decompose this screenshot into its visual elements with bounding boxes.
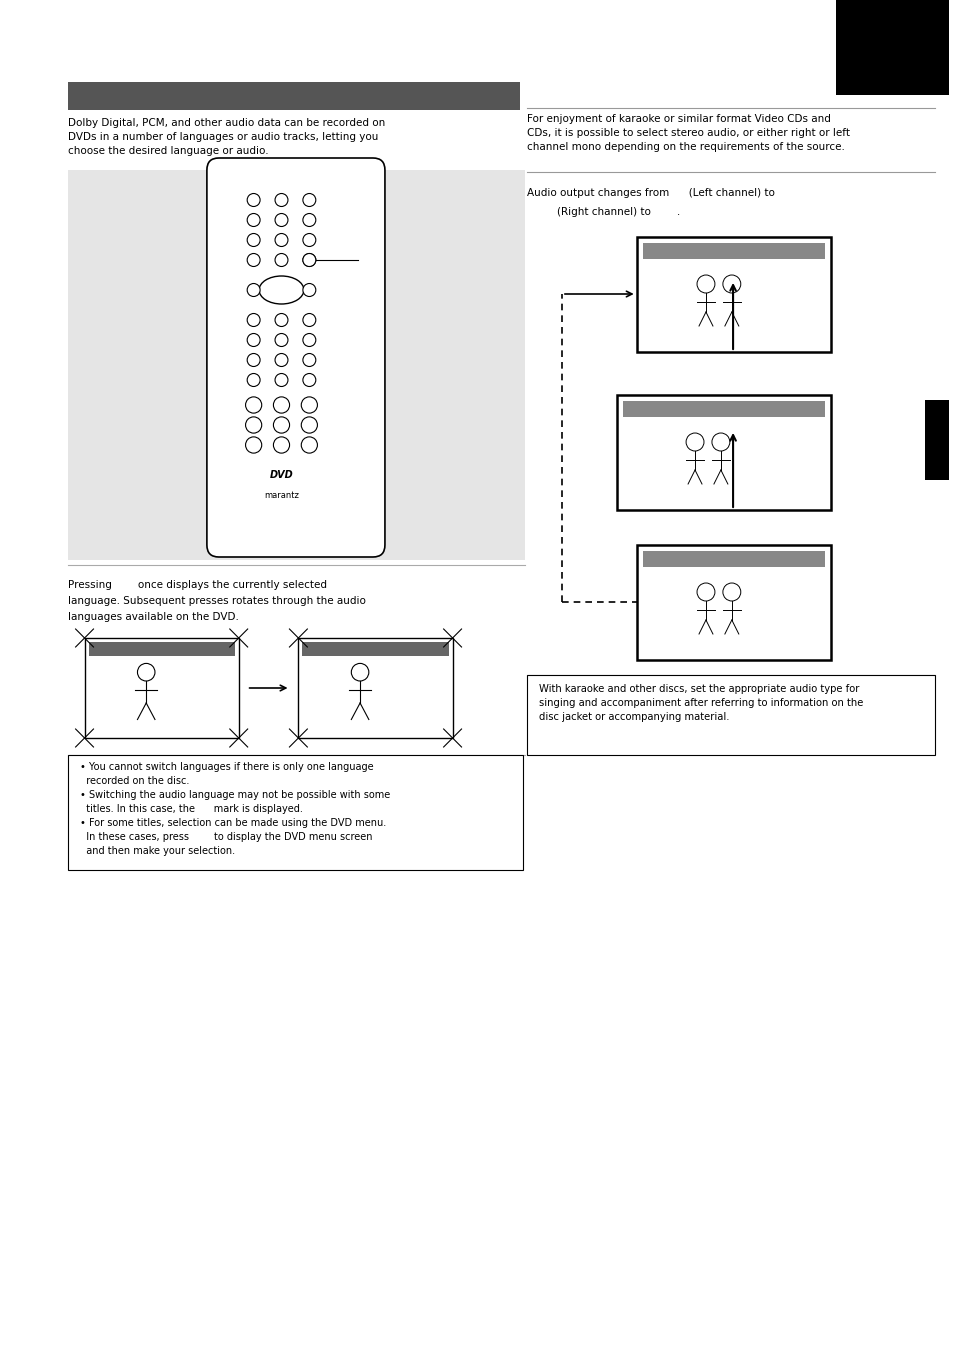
Bar bbox=[616, 394, 830, 509]
Circle shape bbox=[247, 373, 260, 386]
Circle shape bbox=[301, 397, 317, 413]
Bar bbox=[622, 401, 823, 417]
Circle shape bbox=[247, 284, 260, 296]
Bar bbox=[527, 676, 934, 755]
Circle shape bbox=[302, 373, 315, 386]
Text: Audio output changes from      (Left channel) to: Audio output changes from (Left channel)… bbox=[527, 188, 774, 199]
Circle shape bbox=[245, 417, 261, 434]
Circle shape bbox=[302, 334, 315, 346]
Circle shape bbox=[302, 354, 315, 366]
Circle shape bbox=[302, 234, 315, 246]
Circle shape bbox=[301, 436, 317, 453]
Circle shape bbox=[274, 254, 288, 266]
Text: marantz: marantz bbox=[264, 490, 298, 500]
Text: languages available on the DVD.: languages available on the DVD. bbox=[68, 612, 238, 621]
Bar bbox=[89, 642, 234, 657]
Circle shape bbox=[245, 397, 261, 413]
Text: • You cannot switch languages if there is only one language
  recorded on the di: • You cannot switch languages if there i… bbox=[79, 762, 390, 857]
Circle shape bbox=[274, 354, 288, 366]
Circle shape bbox=[247, 354, 260, 366]
Text: Dolby Digital, PCM, and other audio data can be recorded on
DVDs in a number of : Dolby Digital, PCM, and other audio data… bbox=[68, 118, 384, 155]
Bar bbox=[835, 0, 948, 95]
Circle shape bbox=[302, 313, 315, 327]
Circle shape bbox=[247, 254, 260, 266]
Bar bbox=[68, 82, 519, 109]
Circle shape bbox=[274, 373, 288, 386]
Circle shape bbox=[274, 313, 288, 327]
Text: (Right channel) to        .: (Right channel) to . bbox=[557, 207, 679, 218]
Bar bbox=[85, 638, 238, 738]
Ellipse shape bbox=[259, 276, 304, 304]
Circle shape bbox=[302, 193, 315, 207]
Circle shape bbox=[247, 193, 260, 207]
Circle shape bbox=[274, 417, 290, 434]
Bar bbox=[642, 551, 823, 567]
Text: Pressing        once displays the currently selected: Pressing once displays the currently sel… bbox=[68, 580, 326, 590]
Circle shape bbox=[301, 417, 317, 434]
Circle shape bbox=[274, 213, 288, 227]
Circle shape bbox=[247, 234, 260, 246]
Circle shape bbox=[274, 193, 288, 207]
Circle shape bbox=[274, 234, 288, 246]
Circle shape bbox=[245, 436, 261, 453]
Circle shape bbox=[247, 313, 260, 327]
Text: language. Subsequent presses rotates through the audio: language. Subsequent presses rotates thr… bbox=[68, 596, 365, 607]
Bar bbox=[636, 236, 830, 353]
Bar bbox=[636, 544, 830, 661]
Circle shape bbox=[274, 397, 290, 413]
Circle shape bbox=[247, 213, 260, 227]
Circle shape bbox=[274, 436, 290, 453]
Bar bbox=[642, 243, 823, 259]
Circle shape bbox=[302, 254, 315, 266]
Circle shape bbox=[302, 254, 315, 266]
Circle shape bbox=[302, 284, 315, 296]
FancyBboxPatch shape bbox=[207, 158, 385, 557]
Circle shape bbox=[274, 334, 288, 346]
Bar bbox=[924, 400, 948, 480]
Text: For enjoyment of karaoke or similar format Video CDs and
CDs, it is possible to : For enjoyment of karaoke or similar form… bbox=[527, 113, 849, 153]
Circle shape bbox=[302, 213, 315, 227]
Bar bbox=[68, 170, 525, 561]
Bar bbox=[302, 642, 448, 657]
Text: With karaoke and other discs, set the appropriate audio type for
singing and acc: With karaoke and other discs, set the ap… bbox=[538, 684, 862, 721]
Text: DVD: DVD bbox=[270, 470, 294, 480]
Circle shape bbox=[247, 334, 260, 346]
Bar bbox=[68, 755, 522, 870]
Bar bbox=[298, 638, 452, 738]
